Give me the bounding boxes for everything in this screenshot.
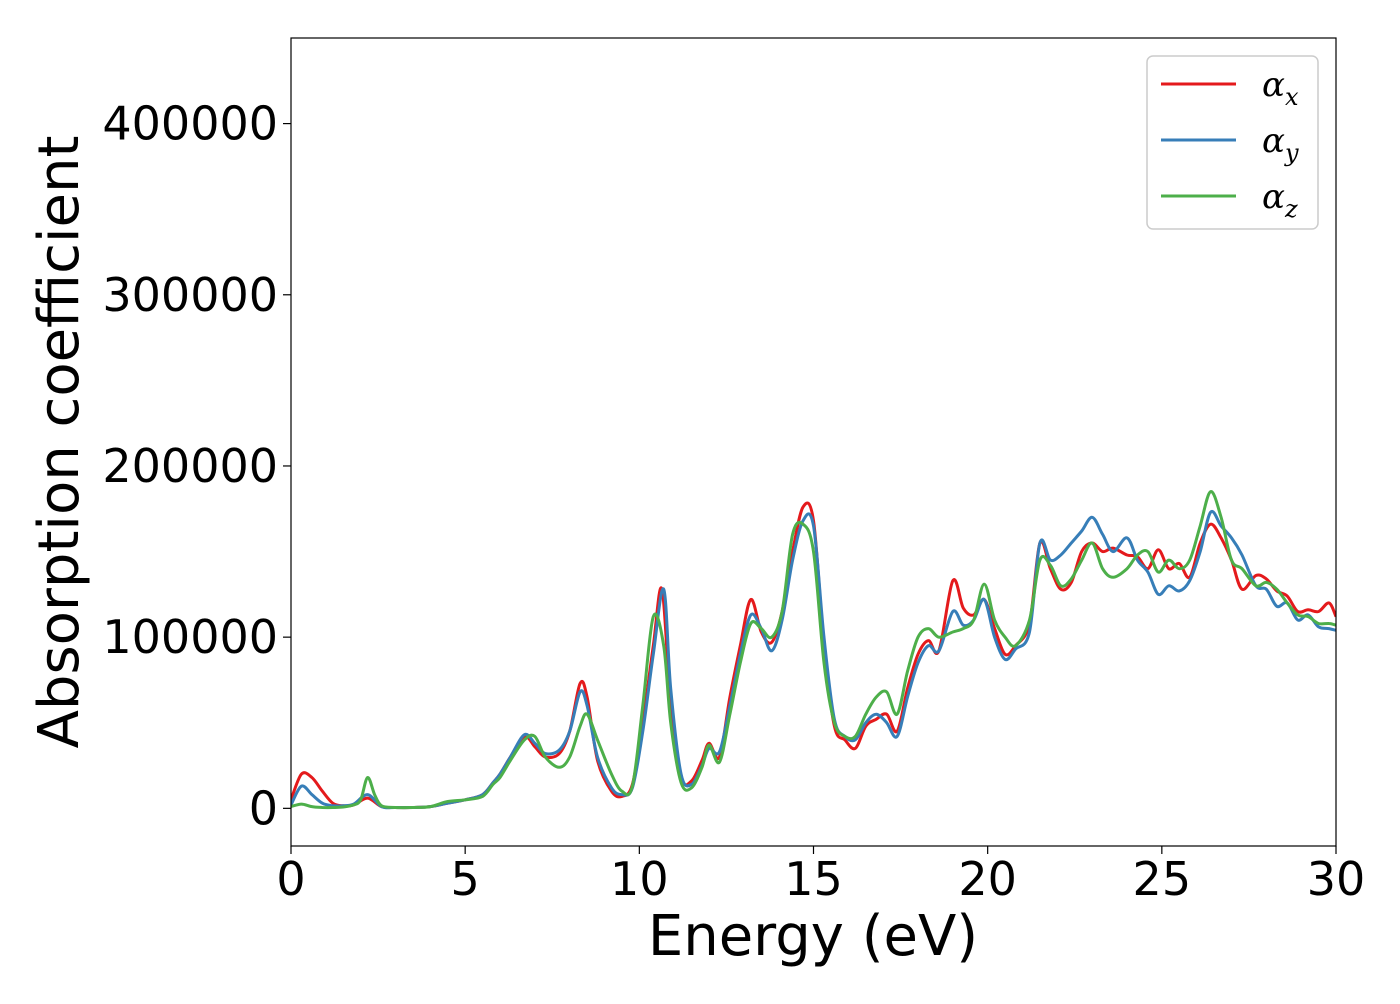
- y-axis-label: Absorption coefficient: [27, 136, 92, 749]
- x-tick-label: 15: [784, 852, 843, 906]
- x-tick-label: 30: [1307, 852, 1366, 906]
- y-tick-label: 400000: [102, 97, 278, 151]
- x-tick-label: 20: [958, 852, 1017, 906]
- series-line-alpha-y: [291, 509, 1336, 810]
- legend-label-subscript: z: [1284, 195, 1298, 223]
- legend-label-subscript: y: [1284, 139, 1299, 167]
- x-axis-label: Energy (eV): [648, 904, 978, 969]
- legend-label-alpha-y: αy: [1262, 121, 1299, 167]
- legend-label-symbol: α: [1262, 121, 1285, 161]
- series-line-alpha-z: [291, 490, 1336, 810]
- y-tick-label: 200000: [102, 439, 278, 493]
- legend-label-subscript: x: [1285, 83, 1299, 111]
- plot-area: [291, 490, 1336, 810]
- x-axis: 0 5 10 15 20 25 30: [276, 846, 1365, 906]
- y-tick-label: 0: [249, 781, 278, 835]
- legend-label-alpha-x: αx: [1262, 65, 1299, 111]
- y-tick-label: 100000: [102, 610, 278, 664]
- legend-box: [1146, 55, 1319, 230]
- x-tick-label: 5: [451, 852, 480, 906]
- x-tick-label: 25: [1133, 852, 1192, 906]
- y-tick-label: 300000: [102, 268, 278, 322]
- legend-label-symbol: α: [1262, 65, 1285, 105]
- x-tick-label: 0: [276, 852, 305, 906]
- x-tick-label: 10: [610, 852, 669, 906]
- legend-label-symbol: α: [1262, 177, 1285, 217]
- legend-label-alpha-z: αz: [1262, 177, 1298, 223]
- y-axis: 0 100000 200000 300000 400000: [102, 97, 291, 835]
